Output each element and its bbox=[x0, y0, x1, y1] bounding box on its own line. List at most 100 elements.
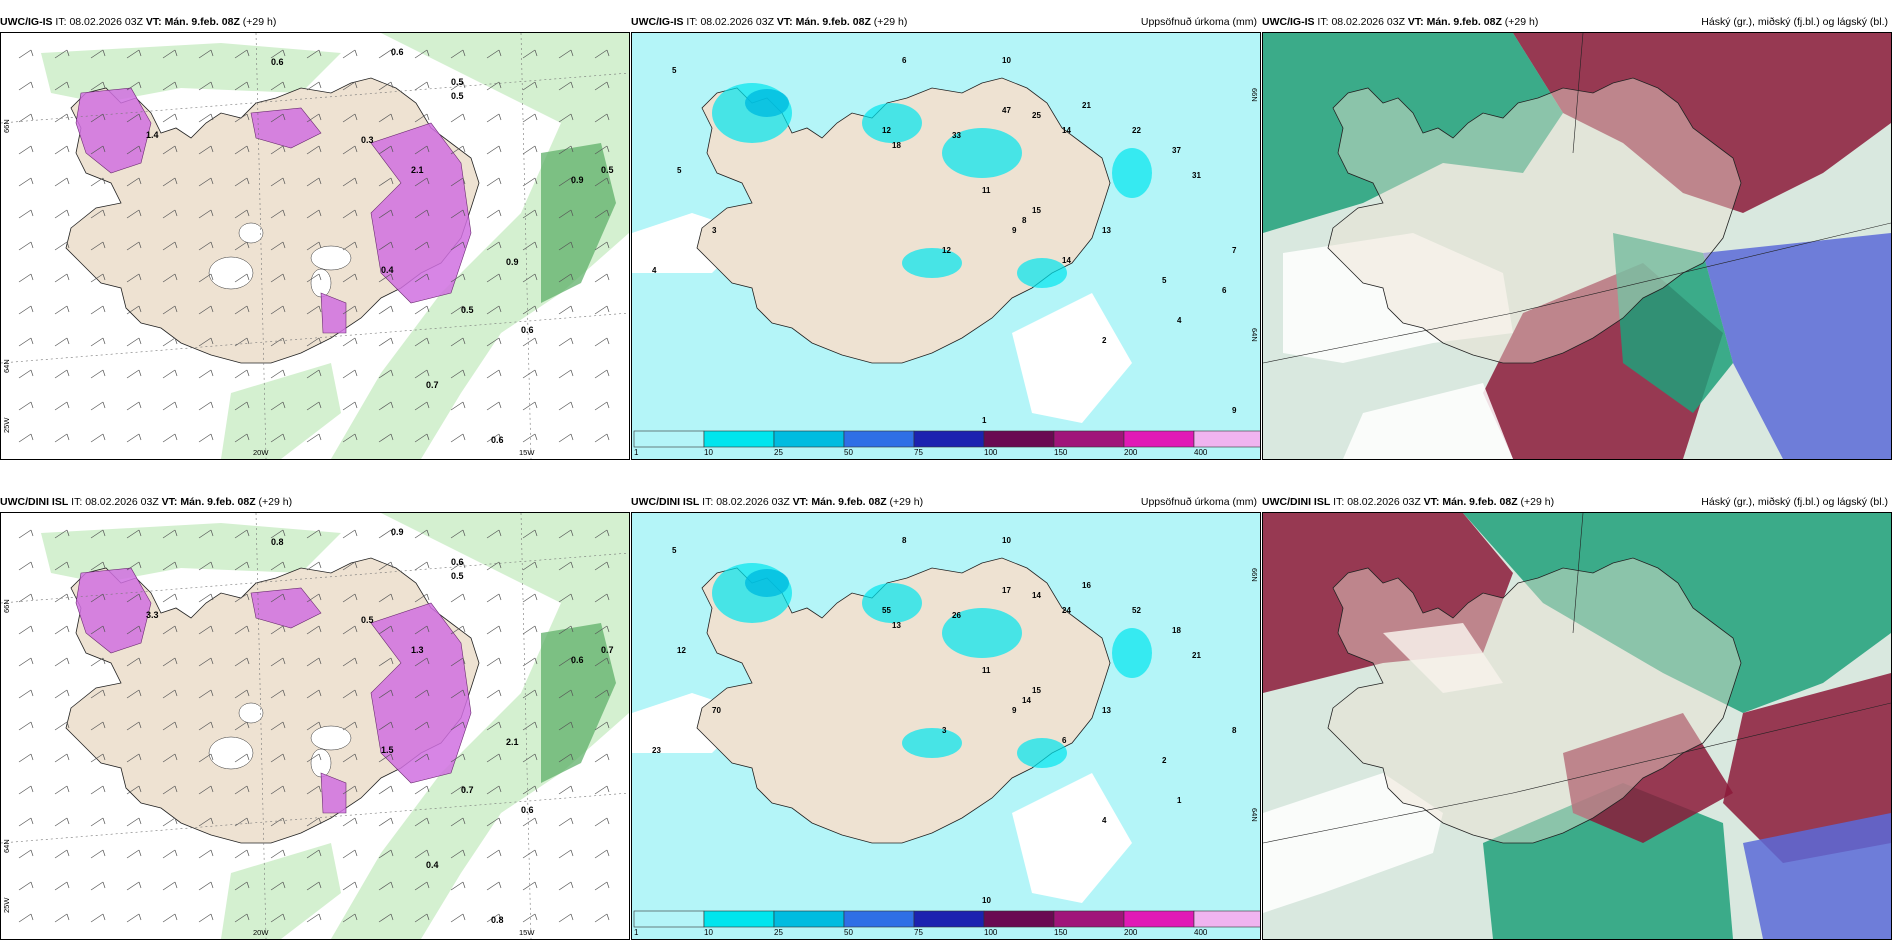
wind-barb bbox=[54, 177, 70, 187]
wind-barb bbox=[306, 785, 322, 795]
wind-barb bbox=[198, 241, 214, 251]
wind-barb bbox=[270, 209, 286, 219]
lat-label-66n: 66N bbox=[2, 119, 11, 133]
glacier bbox=[208, 256, 254, 290]
snow-value-label: 1.5 bbox=[381, 745, 394, 755]
wind-barb bbox=[594, 721, 610, 731]
cloud-layer-area bbox=[1283, 233, 1513, 363]
wind-barb bbox=[558, 881, 574, 891]
snow-depth-area bbox=[320, 292, 347, 334]
init-time: 08.02.2026 03Z bbox=[1331, 16, 1405, 28]
wind-barb bbox=[54, 433, 70, 443]
wind-barb bbox=[234, 753, 250, 763]
panel-bottom-middle: UWC/DINI ISL IT: 08.02.2026 03Z VT: Mán.… bbox=[631, 492, 1261, 940]
legend-tick-label: 400 bbox=[1194, 928, 1208, 937]
valid-time: Mán. 9.feb. 08Z bbox=[180, 496, 256, 508]
wind-barb bbox=[486, 881, 502, 891]
wind-barb bbox=[234, 881, 250, 891]
wind-barb bbox=[162, 81, 178, 91]
wind-barb bbox=[54, 401, 70, 411]
wind-barb bbox=[558, 689, 574, 699]
wind-barb bbox=[486, 689, 502, 699]
wind-barb bbox=[198, 113, 214, 123]
wind-barb bbox=[342, 881, 358, 891]
wind-barb bbox=[270, 81, 286, 91]
wind-barb bbox=[90, 849, 106, 859]
snow-depth-area bbox=[250, 587, 322, 629]
wind-barb bbox=[558, 177, 574, 187]
accumulated-precip-map: 5 6 10 5 4 3 12 18 33 47 25 21 14 22 37 31 15 13 9 11 8 12 14 5… bbox=[631, 32, 1261, 460]
wind-barb bbox=[306, 529, 322, 539]
wind-barb bbox=[594, 753, 610, 763]
precip-value-label: 52 bbox=[1132, 606, 1141, 615]
snow-wind-map: 0.8 0.9 0.6 0.5 0.6 0.7 0.6 0.4 0.8 0.7 0.5 1.5 2.1 3… bbox=[0, 512, 630, 940]
legend-swatch bbox=[1053, 910, 1125, 928]
wind-barb bbox=[450, 721, 466, 731]
wind-barb bbox=[522, 849, 538, 859]
wind-barb bbox=[270, 241, 286, 251]
wind-barb bbox=[522, 273, 538, 283]
wind-barb bbox=[486, 401, 502, 411]
accumulated-precip-map: 5 8 10 12 23 70 55 13 26 17 14 16 24 52 18 21 15 13 9 11 14 3… bbox=[631, 512, 1261, 940]
wind-barb bbox=[90, 529, 106, 539]
wind-barb bbox=[90, 401, 106, 411]
snow-value-label: 0.9 bbox=[391, 527, 404, 537]
wind-barb bbox=[126, 433, 142, 443]
wind-barb bbox=[522, 369, 538, 379]
wind-barb bbox=[126, 657, 142, 667]
wind-barb bbox=[198, 177, 214, 187]
wind-barb bbox=[594, 49, 610, 59]
wind-barb bbox=[486, 753, 502, 763]
wind-barb bbox=[450, 849, 466, 859]
wind-barb bbox=[126, 881, 142, 891]
wind-barb bbox=[162, 337, 178, 347]
wind-barb bbox=[198, 881, 214, 891]
graticule-line bbox=[1572, 513, 1584, 634]
wind-barb bbox=[54, 81, 70, 91]
wind-barb bbox=[450, 273, 466, 283]
snow-value-label: 0.4 bbox=[381, 265, 394, 275]
wind-barb bbox=[342, 209, 358, 219]
wind-barb bbox=[162, 561, 178, 571]
wind-barb bbox=[162, 145, 178, 155]
precip-value-label: 9 bbox=[1012, 226, 1017, 235]
wind-barb bbox=[270, 529, 286, 539]
wind-barb bbox=[342, 913, 358, 923]
wind-barb bbox=[270, 273, 286, 283]
wind-barb bbox=[18, 881, 34, 891]
wind-barb bbox=[342, 529, 358, 539]
wind-barb bbox=[414, 721, 430, 731]
legend-tick-label: 100 bbox=[984, 928, 998, 937]
precip-heavy-area bbox=[745, 89, 789, 117]
panel-top-right: UWC/IG-IS IT: 08.02.2026 03Z VT: Mán. 9.… bbox=[1262, 12, 1892, 460]
wind-barb bbox=[522, 81, 538, 91]
wind-barb bbox=[594, 817, 610, 827]
wind-barb bbox=[414, 145, 430, 155]
wind-barb bbox=[162, 625, 178, 635]
wind-barb bbox=[594, 81, 610, 91]
graticule-line bbox=[1572, 33, 1584, 154]
wind-barb bbox=[522, 433, 538, 443]
wind-barb bbox=[54, 209, 70, 219]
wind-barb bbox=[90, 49, 106, 59]
wind-barb bbox=[594, 305, 610, 315]
wind-barb bbox=[234, 817, 250, 827]
panel-top-left: UWC/IG-IS IT: 08.02.2026 03Z VT: Mán. 9.… bbox=[0, 12, 630, 460]
wind-barb bbox=[306, 177, 322, 187]
model-name: UWC/IG-IS bbox=[631, 16, 684, 28]
precip-heavy-area bbox=[745, 569, 789, 597]
legend-tick-label: 150 bbox=[1054, 448, 1068, 457]
wind-barb bbox=[54, 721, 70, 731]
wind-barb bbox=[558, 753, 574, 763]
snow-value-label: 0.9 bbox=[571, 175, 584, 185]
cloud-layer-area bbox=[1463, 513, 1891, 713]
panel-header: UWC/DINI ISL IT: 08.02.2026 03Z VT: Mán.… bbox=[1262, 492, 1892, 512]
legend-swatch bbox=[1193, 910, 1260, 928]
wind-barb bbox=[90, 913, 106, 923]
wind-barb bbox=[54, 625, 70, 635]
wind-barb bbox=[414, 593, 430, 603]
precip-value-label: 26 bbox=[952, 611, 961, 620]
wind-barb bbox=[306, 273, 322, 283]
snow-value-label: 0.5 bbox=[451, 77, 464, 87]
panel-header: UWC/DINI ISL IT: 08.02.2026 03Z VT: Mán.… bbox=[0, 492, 630, 512]
